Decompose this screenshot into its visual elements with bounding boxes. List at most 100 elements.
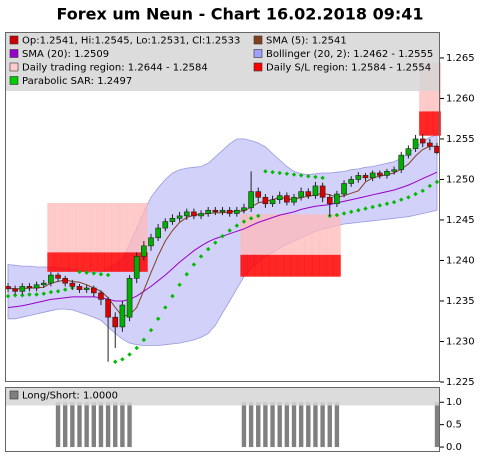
sl-region <box>111 252 120 272</box>
candle <box>162 218 169 232</box>
sar-point <box>384 201 390 206</box>
candle-body <box>119 304 126 328</box>
bar <box>105 402 111 448</box>
sar-point <box>141 337 147 343</box>
trading-region <box>283 214 291 255</box>
candle-body <box>26 286 33 289</box>
sar-point <box>127 352 132 357</box>
candle <box>355 172 362 183</box>
trading-region <box>54 202 62 253</box>
sar-point <box>191 262 197 267</box>
trading-region <box>311 214 320 255</box>
candle <box>55 272 61 282</box>
sar-point <box>277 170 282 176</box>
candle-body <box>262 196 269 205</box>
candle-body <box>362 175 369 179</box>
candle <box>205 207 211 217</box>
sl-region <box>61 252 70 272</box>
candle <box>26 283 33 292</box>
candle <box>298 187 304 201</box>
sar-point <box>298 173 304 178</box>
candle-body <box>198 213 204 217</box>
candle <box>105 296 111 362</box>
candle-body <box>255 191 262 198</box>
candle <box>369 170 376 182</box>
legend: Long/Short: 1.0000 <box>6 388 439 406</box>
sar-point <box>98 272 104 277</box>
bar <box>113 402 118 448</box>
sar-point <box>241 219 247 224</box>
candle-body <box>226 209 233 214</box>
candles <box>5 134 440 362</box>
candle <box>326 194 333 216</box>
candle <box>262 194 269 208</box>
sar-point <box>263 169 268 174</box>
candle-body <box>76 286 83 290</box>
sar-point <box>399 197 404 202</box>
sar-point <box>5 293 11 299</box>
sl-region <box>47 252 55 272</box>
candle <box>398 151 405 173</box>
candle <box>319 182 326 203</box>
sar-point <box>170 293 175 299</box>
sar-point <box>155 316 161 322</box>
y-axis: 0.0 0.5 1.0 <box>440 397 462 453</box>
sar-point <box>313 174 318 180</box>
sl-region <box>261 254 270 277</box>
bar <box>91 402 96 448</box>
candle-body <box>212 209 219 213</box>
sar-points <box>5 169 440 364</box>
candle <box>98 290 104 306</box>
candle <box>133 252 140 284</box>
candle-body <box>19 286 26 292</box>
trading-region <box>304 214 313 255</box>
candle <box>305 188 312 199</box>
candle <box>40 279 47 289</box>
bar <box>248 402 254 448</box>
candle <box>269 195 276 207</box>
sar-point <box>184 272 189 277</box>
bar <box>70 402 75 448</box>
y-tick-label: 1.230 <box>446 336 475 347</box>
sl-region <box>254 254 263 277</box>
candle <box>91 285 97 297</box>
candle <box>255 187 262 203</box>
candle-body <box>298 191 304 198</box>
bar <box>327 402 332 448</box>
sl-region <box>97 252 105 272</box>
trading-regions <box>47 62 441 255</box>
bar <box>334 402 340 448</box>
candle-body <box>162 221 169 229</box>
candle-body <box>205 209 211 214</box>
candle-body <box>319 185 326 198</box>
candle-body <box>169 218 176 222</box>
sl-region <box>333 254 341 277</box>
sar-point <box>77 269 82 275</box>
sar-point <box>413 191 418 197</box>
sl-region <box>419 111 427 136</box>
sar-point <box>213 240 218 245</box>
trading-region <box>90 202 98 253</box>
sar-point <box>341 211 347 216</box>
bar <box>270 402 275 448</box>
candle-body <box>234 209 240 214</box>
candle <box>226 207 233 217</box>
bar <box>55 402 61 448</box>
sar-point <box>363 206 368 211</box>
trading-region <box>240 214 248 255</box>
candle <box>419 134 426 148</box>
sar-point <box>12 293 18 298</box>
sl-region <box>247 254 255 277</box>
legend-label: Daily trading region: 1.2644 - 1.2584 <box>22 63 208 74</box>
candle <box>19 283 26 295</box>
sar-point <box>227 228 232 233</box>
bar <box>77 402 82 448</box>
candle-body <box>334 193 340 205</box>
sl-region <box>90 252 98 272</box>
candle <box>341 180 347 198</box>
sar-point <box>306 174 311 179</box>
sar-point <box>391 199 397 205</box>
legend-swatch <box>9 35 19 45</box>
sar-point <box>320 175 325 181</box>
candle-body <box>55 274 61 279</box>
